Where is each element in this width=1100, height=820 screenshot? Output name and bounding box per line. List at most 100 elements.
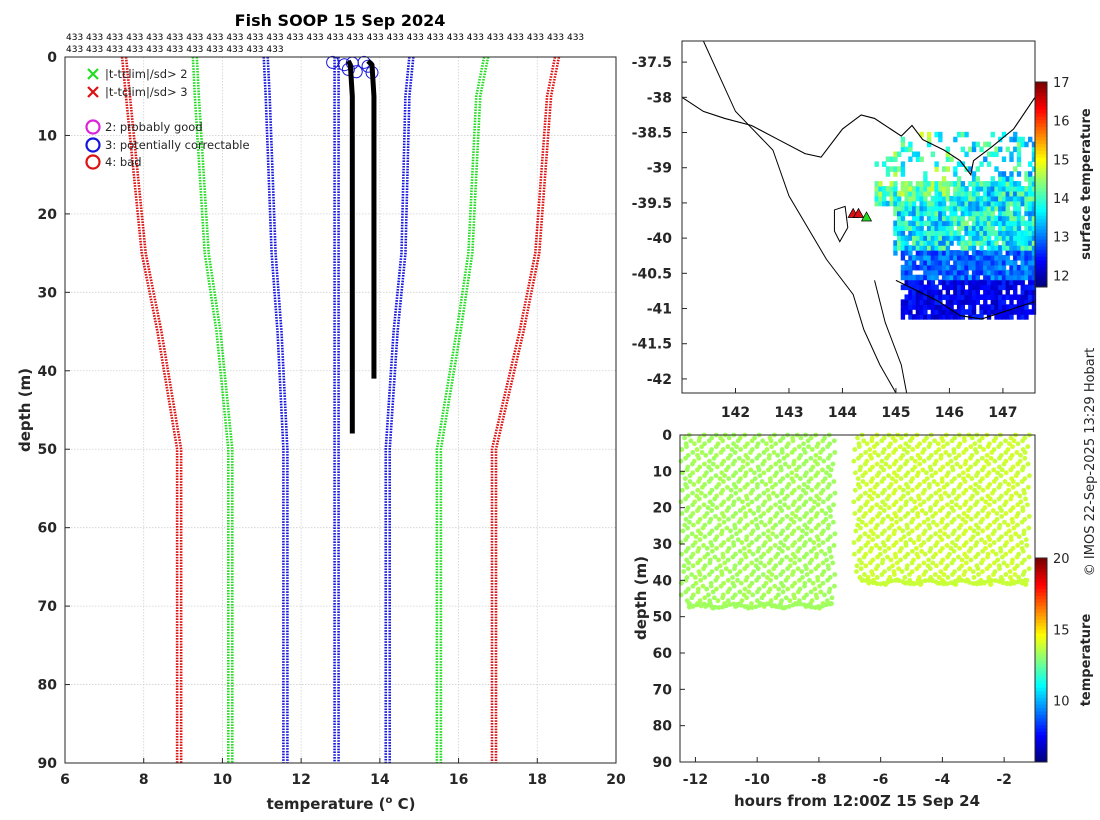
sst-pixel bbox=[938, 259, 943, 266]
sst-pixel bbox=[941, 259, 947, 266]
sst-pixel bbox=[998, 245, 1003, 251]
section-point bbox=[823, 516, 829, 522]
sst-pixel bbox=[911, 195, 917, 202]
section-point bbox=[914, 566, 920, 572]
section-point bbox=[789, 531, 795, 537]
sst-pixel bbox=[889, 181, 894, 187]
section-point bbox=[1017, 458, 1023, 464]
section-point bbox=[984, 513, 990, 519]
sst-pixel bbox=[1013, 250, 1018, 256]
section-point bbox=[737, 435, 743, 441]
sst-pixel bbox=[893, 250, 898, 256]
section-point bbox=[937, 508, 943, 513]
section-point bbox=[887, 575, 893, 580]
section-point bbox=[715, 441, 721, 447]
section-point bbox=[695, 589, 701, 595]
sst-pixel bbox=[900, 299, 906, 305]
section-point bbox=[809, 528, 814, 534]
sst-pixel bbox=[979, 205, 984, 212]
section-point bbox=[749, 580, 755, 586]
section-point bbox=[943, 450, 949, 455]
sst-pixel bbox=[1031, 289, 1037, 296]
sst-pixel bbox=[971, 230, 977, 236]
section-point bbox=[963, 578, 969, 584]
sst-pixel bbox=[949, 255, 954, 261]
sst-pixel bbox=[994, 314, 999, 320]
section-point bbox=[990, 508, 996, 513]
section-point bbox=[1003, 499, 1009, 505]
section-point bbox=[956, 554, 961, 560]
sst-pixel bbox=[889, 186, 894, 192]
section-point bbox=[891, 543, 897, 548]
sst-pixel bbox=[900, 136, 906, 143]
sst-pixel bbox=[941, 264, 947, 271]
sst-pixel bbox=[1013, 264, 1018, 271]
sst-pixel bbox=[934, 255, 939, 261]
sst-pixel bbox=[971, 264, 977, 271]
colorbar-segment bbox=[1035, 738, 1047, 743]
section-point bbox=[822, 476, 828, 481]
sst-pixel bbox=[949, 240, 954, 246]
sst-pixel bbox=[926, 235, 932, 241]
section-point bbox=[1011, 438, 1017, 444]
section-point bbox=[692, 499, 698, 505]
sst-pixel bbox=[949, 299, 954, 305]
section-point bbox=[1020, 572, 1026, 577]
sst-pixel bbox=[908, 245, 913, 251]
section-point bbox=[718, 450, 724, 455]
section-point bbox=[865, 540, 871, 545]
sst-pixel bbox=[1028, 264, 1033, 271]
section-point bbox=[882, 543, 887, 548]
section-xtick-label: -4 bbox=[935, 772, 951, 788]
sst-pixel bbox=[930, 264, 936, 271]
section-point bbox=[773, 461, 779, 467]
section-point bbox=[896, 566, 902, 572]
section-colorbar-tick: 15 bbox=[1053, 623, 1070, 638]
section-point bbox=[831, 479, 837, 484]
profile-series bbox=[120, 55, 561, 763]
sst-pixel bbox=[926, 269, 932, 276]
colorbar-segment bbox=[1035, 136, 1047, 141]
section-point bbox=[998, 548, 1004, 554]
section-point bbox=[727, 569, 733, 575]
colorbar-segment bbox=[1035, 598, 1047, 603]
section-point bbox=[744, 537, 749, 543]
colorbar-segment bbox=[1035, 123, 1047, 127]
sst-pixel bbox=[1009, 299, 1014, 305]
section-point bbox=[889, 522, 895, 528]
colorbar-segment bbox=[1035, 714, 1047, 719]
section-point bbox=[899, 569, 905, 575]
sst-pixel bbox=[968, 190, 973, 197]
sst-pixel bbox=[990, 255, 995, 261]
sst-pixel bbox=[949, 210, 954, 217]
section-point bbox=[737, 548, 743, 554]
sst-pixel bbox=[971, 294, 977, 300]
sst-pixel bbox=[945, 156, 951, 162]
section-point bbox=[869, 455, 874, 461]
section-point bbox=[870, 580, 876, 586]
section-point bbox=[773, 441, 779, 447]
section-point bbox=[1023, 581, 1029, 587]
climatology-line bbox=[262, 56, 285, 763]
sst-pixel bbox=[908, 181, 913, 187]
sst-pixel bbox=[956, 230, 962, 236]
sst-pixel bbox=[975, 289, 980, 296]
section-point bbox=[776, 592, 781, 598]
section-point bbox=[816, 496, 822, 502]
sst-pixel bbox=[919, 245, 924, 251]
section-point bbox=[797, 577, 802, 583]
sst-pixel bbox=[893, 205, 898, 212]
section-point bbox=[926, 496, 932, 502]
section-point bbox=[926, 557, 932, 563]
sst-pixel bbox=[1024, 294, 1029, 300]
section-point bbox=[778, 540, 784, 545]
sst-pixel bbox=[949, 200, 954, 207]
section-point bbox=[975, 566, 981, 572]
section-point bbox=[885, 513, 891, 519]
section-point bbox=[888, 441, 893, 447]
section-point bbox=[754, 577, 760, 583]
sst-pixel bbox=[979, 245, 984, 251]
section-point bbox=[1003, 438, 1008, 444]
section-point bbox=[725, 577, 731, 583]
